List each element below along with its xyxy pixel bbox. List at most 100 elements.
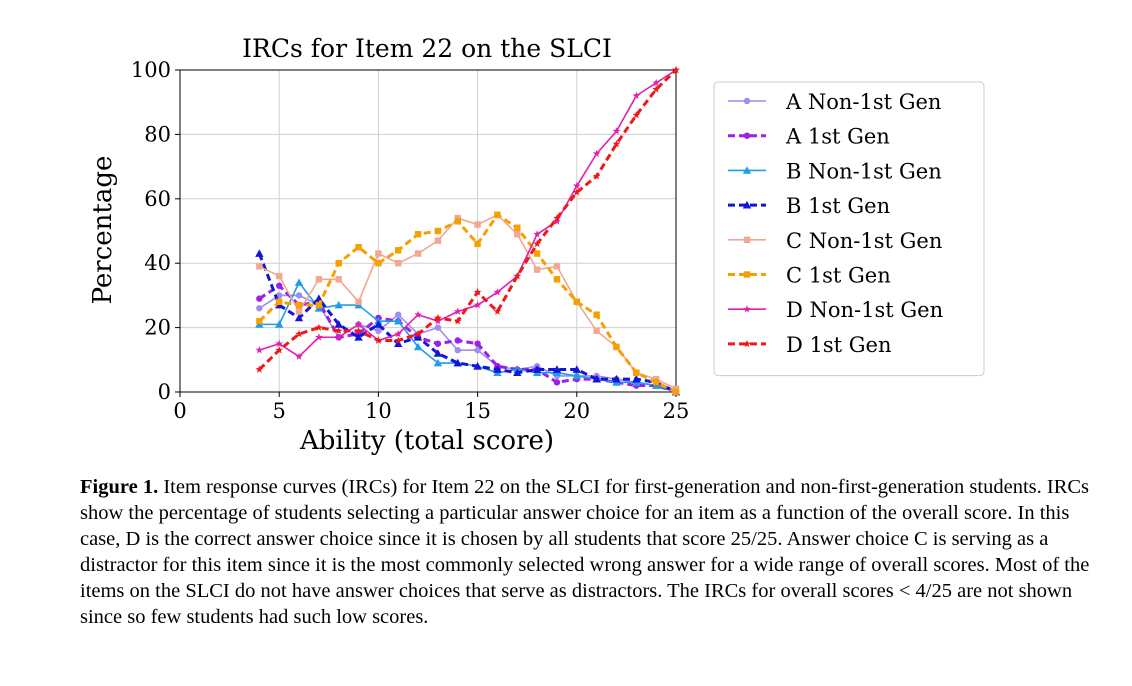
data-point	[414, 231, 422, 238]
legend-label: B 1st Gen	[786, 194, 890, 218]
data-point	[434, 227, 442, 235]
y-tick-label: 40	[144, 251, 171, 275]
data-point	[395, 311, 402, 318]
data-point	[632, 111, 641, 119]
data-point	[632, 374, 641, 383]
data-point	[295, 292, 303, 299]
data-point	[454, 346, 461, 354]
data-point	[474, 240, 481, 248]
data-point	[434, 324, 442, 331]
legend-swatch-marker	[743, 97, 751, 105]
data-point	[276, 282, 283, 289]
x-tick-label: 20	[563, 399, 590, 423]
figure-caption: Figure 1. Item response curves (IRCs) fo…	[80, 474, 1090, 630]
x-tick-label: 5	[273, 399, 286, 423]
data-point	[533, 250, 541, 257]
data-point	[672, 388, 680, 396]
data-point	[335, 260, 342, 267]
data-point	[375, 260, 382, 267]
data-point	[612, 140, 621, 148]
data-point	[414, 310, 422, 318]
data-point	[256, 295, 263, 302]
legend-label: B Non-1st Gen	[786, 159, 942, 183]
series-line	[259, 214, 677, 390]
irc-chart: 0 5 10 15 20 25 0 20 40 60 80 100 IRCs for Item 22 …	[88, 34, 985, 456]
data-point	[414, 250, 422, 257]
chart-title: IRCs for Item 22 on the SLCI	[242, 34, 612, 63]
data-point	[375, 250, 382, 257]
data-point	[493, 365, 502, 373]
data-point	[572, 371, 581, 380]
data-point	[493, 288, 502, 296]
data-point	[593, 327, 600, 335]
legend-swatch-marker	[742, 200, 752, 209]
data-point	[394, 330, 403, 338]
data-point	[473, 362, 482, 370]
data-point	[514, 231, 521, 238]
chart-axes: 0 5 10 15 20 25 0 20 40 60 80 100	[131, 58, 689, 423]
data-point	[454, 337, 461, 344]
data-point	[315, 276, 323, 283]
data-point	[473, 301, 482, 309]
data-point	[315, 301, 323, 309]
data-point	[553, 379, 561, 386]
y-tick-label: 80	[144, 122, 171, 146]
data-point	[573, 298, 580, 306]
data-point	[354, 326, 363, 335]
x-tick-label: 0	[173, 399, 186, 423]
data-point	[256, 305, 263, 312]
data-point	[334, 300, 343, 309]
legend-label: D 1st Gen	[786, 333, 892, 357]
legend-swatch-marker	[743, 271, 751, 278]
data-point	[473, 288, 482, 296]
data-point	[433, 349, 443, 357]
data-point	[255, 365, 264, 373]
data-point	[652, 379, 660, 386]
legend-label: C Non-1st Gen	[786, 229, 942, 253]
series-line	[258, 68, 678, 371]
data-point	[394, 336, 403, 344]
data-point	[394, 316, 403, 325]
data-point	[553, 214, 561, 222]
plot-frame	[179, 69, 677, 393]
series-7	[255, 66, 680, 373]
legend-swatch-marker	[743, 339, 751, 348]
legend-swatch-marker	[743, 305, 751, 313]
data-point	[514, 224, 521, 231]
caption-text: Item response curves (IRCs) for Item 22 …	[80, 476, 1090, 628]
data-point	[592, 172, 601, 180]
data-point	[553, 276, 561, 283]
data-point	[276, 272, 283, 280]
data-point	[453, 317, 462, 325]
data-point	[434, 313, 442, 322]
data-point	[494, 211, 501, 219]
data-point	[413, 333, 423, 341]
data-point	[395, 260, 402, 267]
data-point	[255, 249, 264, 257]
legend-label: A Non-1st Gen	[785, 90, 941, 114]
data-point	[256, 263, 263, 270]
data-point	[672, 66, 680, 74]
data-point	[672, 385, 680, 392]
data-point	[533, 266, 541, 273]
data-point	[354, 333, 363, 341]
data-point	[633, 369, 640, 376]
data-point	[294, 278, 304, 286]
data-point	[314, 294, 324, 302]
data-point	[355, 298, 362, 306]
data-point	[454, 214, 461, 222]
legend-swatch-marker	[743, 132, 751, 139]
y-axis-label: Percentage	[88, 156, 118, 305]
data-point	[592, 149, 601, 157]
chart-legend: A Non-1st Gen A 1st Gen B Non-1st Gen B 1st…	[713, 81, 985, 377]
data-point	[652, 78, 660, 87]
x-tick-label: 25	[663, 399, 690, 423]
data-point	[295, 308, 303, 315]
data-point	[255, 346, 264, 354]
data-point	[315, 333, 323, 341]
data-point	[295, 352, 303, 360]
legend-swatch-marker	[742, 166, 752, 174]
x-tick-label: 10	[365, 399, 392, 423]
data-point	[334, 326, 343, 335]
data-point	[652, 85, 660, 93]
